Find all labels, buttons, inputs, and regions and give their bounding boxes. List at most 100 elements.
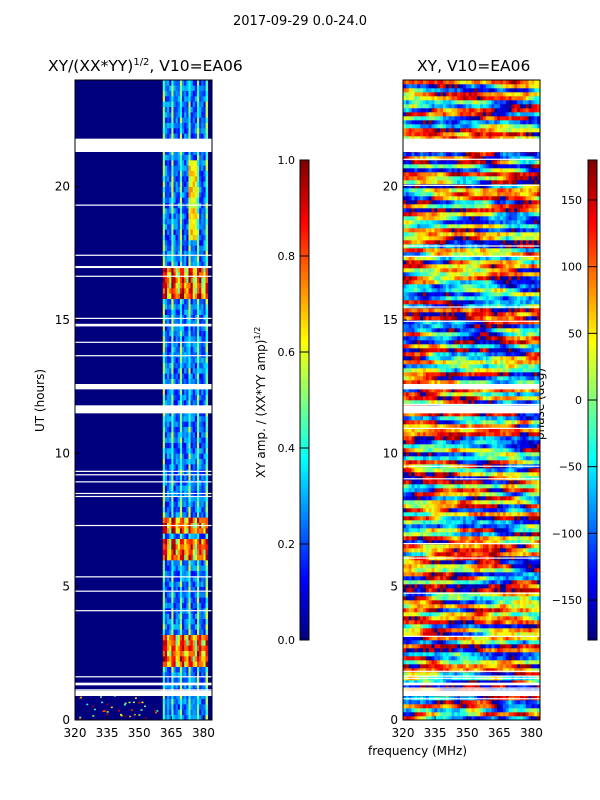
amp-heatmap-cell bbox=[192, 704, 196, 710]
phase-heatmap-cell bbox=[480, 616, 484, 621]
phase-heatmap-cell bbox=[428, 532, 432, 537]
amp-heatmap-cell bbox=[194, 549, 198, 555]
phase-heatmap-cell bbox=[537, 584, 541, 589]
phase-heatmap-cell bbox=[485, 664, 489, 669]
phase-heatmap-cell bbox=[531, 532, 535, 537]
amp-heatmap-cell bbox=[173, 480, 176, 486]
amp-heatmap-cell bbox=[190, 666, 194, 673]
amp-heatmap-cell bbox=[190, 709, 194, 715]
amp-heatmap-cell bbox=[182, 400, 185, 406]
amp-heatmap-cell bbox=[186, 410, 189, 417]
phase-heatmap-cell bbox=[460, 716, 464, 721]
phase-heatmap-cell bbox=[525, 544, 529, 549]
amp-heatmap-cell bbox=[175, 480, 179, 486]
phase-heatmap-cell bbox=[417, 620, 421, 625]
amp-heatmap-cell bbox=[164, 282, 168, 289]
amp-heatmap-cell bbox=[179, 426, 183, 433]
phase-heatmap-cell bbox=[417, 536, 421, 541]
amp-heatmap-cell bbox=[164, 160, 168, 166]
phase-heatmap-cell bbox=[502, 608, 507, 613]
amp-heatmap-cell bbox=[169, 394, 172, 401]
amp-heatmap-cell bbox=[182, 698, 185, 705]
amp-heatmap-cell bbox=[194, 480, 198, 486]
phase-heatmap-cell bbox=[440, 664, 444, 669]
amp-heatmap-cell bbox=[201, 677, 204, 683]
amp-heatmap-cell bbox=[203, 346, 206, 353]
amp-heatmap-cell bbox=[173, 394, 176, 401]
phase-heatmap-cell bbox=[428, 660, 432, 665]
amp-heatmap-cell bbox=[203, 576, 206, 582]
phase-heatmap-cell bbox=[511, 572, 515, 577]
amp-heatmap-cell bbox=[194, 602, 198, 609]
amp-heatmap-cell bbox=[201, 314, 204, 321]
amp-heatmap-cell bbox=[188, 528, 191, 534]
phase-heatmap-cell bbox=[494, 600, 498, 605]
phase-heatmap-cell bbox=[485, 672, 489, 677]
amp-heatmap-cell bbox=[201, 586, 204, 593]
amp-heatmap-cell bbox=[162, 256, 166, 262]
amp-heatmap-cell bbox=[164, 261, 168, 267]
amp-heatmap-cell bbox=[169, 314, 172, 321]
amp-heatmap-cell bbox=[184, 496, 187, 502]
phase-heatmap-cell bbox=[465, 708, 469, 713]
phase-heatmap-cell bbox=[405, 660, 410, 665]
amp-heatmap-cell bbox=[175, 250, 179, 257]
amp-heatmap-cell bbox=[205, 672, 209, 678]
phase-heatmap-cell bbox=[420, 600, 424, 605]
phase-heatmap-cell bbox=[508, 596, 512, 601]
phase-heatmap-cell bbox=[425, 600, 429, 605]
phase-heatmap-cell bbox=[442, 644, 447, 649]
amp-heatmap-cell bbox=[177, 576, 181, 582]
amp-heatmap-cell bbox=[199, 650, 202, 657]
amp-heatmap-cell bbox=[192, 112, 196, 118]
phase-heatmap-cell bbox=[465, 712, 469, 717]
phase-heatmap-cell bbox=[508, 644, 512, 649]
phase-heatmap-cell bbox=[497, 528, 501, 533]
amp-heatmap-cell bbox=[171, 512, 174, 518]
phase-heatmap-cell bbox=[442, 584, 447, 589]
phase-heatmap-cell bbox=[428, 540, 432, 545]
amp-heatmap-cell bbox=[184, 512, 187, 518]
phase-heatmap-cell bbox=[508, 632, 512, 637]
amp-heatmap-cell bbox=[205, 314, 209, 321]
phase-heatmap-cell bbox=[408, 600, 412, 605]
amp-heatmap-cell bbox=[177, 208, 181, 214]
amp-heatmap-cell bbox=[171, 469, 174, 475]
amp-heatmap-cell bbox=[162, 213, 166, 219]
amp-heatmap-cell bbox=[179, 517, 183, 523]
phase-heatmap-cell bbox=[477, 704, 481, 709]
amp-heatmap-cell bbox=[194, 122, 198, 129]
phase-heatmap-cell bbox=[488, 672, 492, 677]
phase-heatmap-cell bbox=[494, 612, 498, 617]
amp-speckle bbox=[144, 705, 147, 708]
amp-heatmap-cell bbox=[162, 186, 166, 193]
amp-heatmap-cell bbox=[186, 229, 189, 235]
amp-heatmap-cell bbox=[171, 389, 174, 395]
phase-heatmap-cell bbox=[522, 544, 527, 549]
phase-heatmap-cell bbox=[457, 540, 461, 545]
phase-heatmap-cell bbox=[525, 560, 529, 565]
amp-heatmap-cell bbox=[179, 469, 183, 475]
amp-heatmap-cell bbox=[186, 133, 189, 139]
amp-heatmap-cell bbox=[169, 170, 172, 177]
phase-heatmap-cell bbox=[528, 716, 532, 721]
amp-heatmap-cell bbox=[194, 672, 198, 678]
amp-heatmap-cell bbox=[190, 245, 194, 251]
phase-heatmap-cell bbox=[522, 532, 527, 537]
amp-heatmap-cell bbox=[199, 640, 202, 646]
amp-heatmap-cell bbox=[173, 597, 176, 603]
amp-heatmap-cell bbox=[177, 645, 181, 651]
phase-heatmap-cell bbox=[525, 612, 529, 617]
amp-heatmap-cell bbox=[203, 672, 206, 678]
amp-heatmap-cell bbox=[201, 506, 204, 513]
phase-heatmap-cell bbox=[468, 684, 472, 689]
amp-heatmap-cell bbox=[173, 133, 176, 139]
phase-heatmap-cell bbox=[471, 648, 475, 653]
phase-heatmap-cell bbox=[462, 628, 467, 633]
amp-heatmap-cell bbox=[171, 613, 174, 619]
amp-heatmap-cell bbox=[190, 154, 194, 161]
amp-heatmap-cell bbox=[164, 224, 168, 230]
amp-heatmap-cell bbox=[167, 714, 170, 721]
amp-heatmap-cell bbox=[164, 330, 168, 337]
amp-heatmap-cell bbox=[164, 666, 168, 673]
